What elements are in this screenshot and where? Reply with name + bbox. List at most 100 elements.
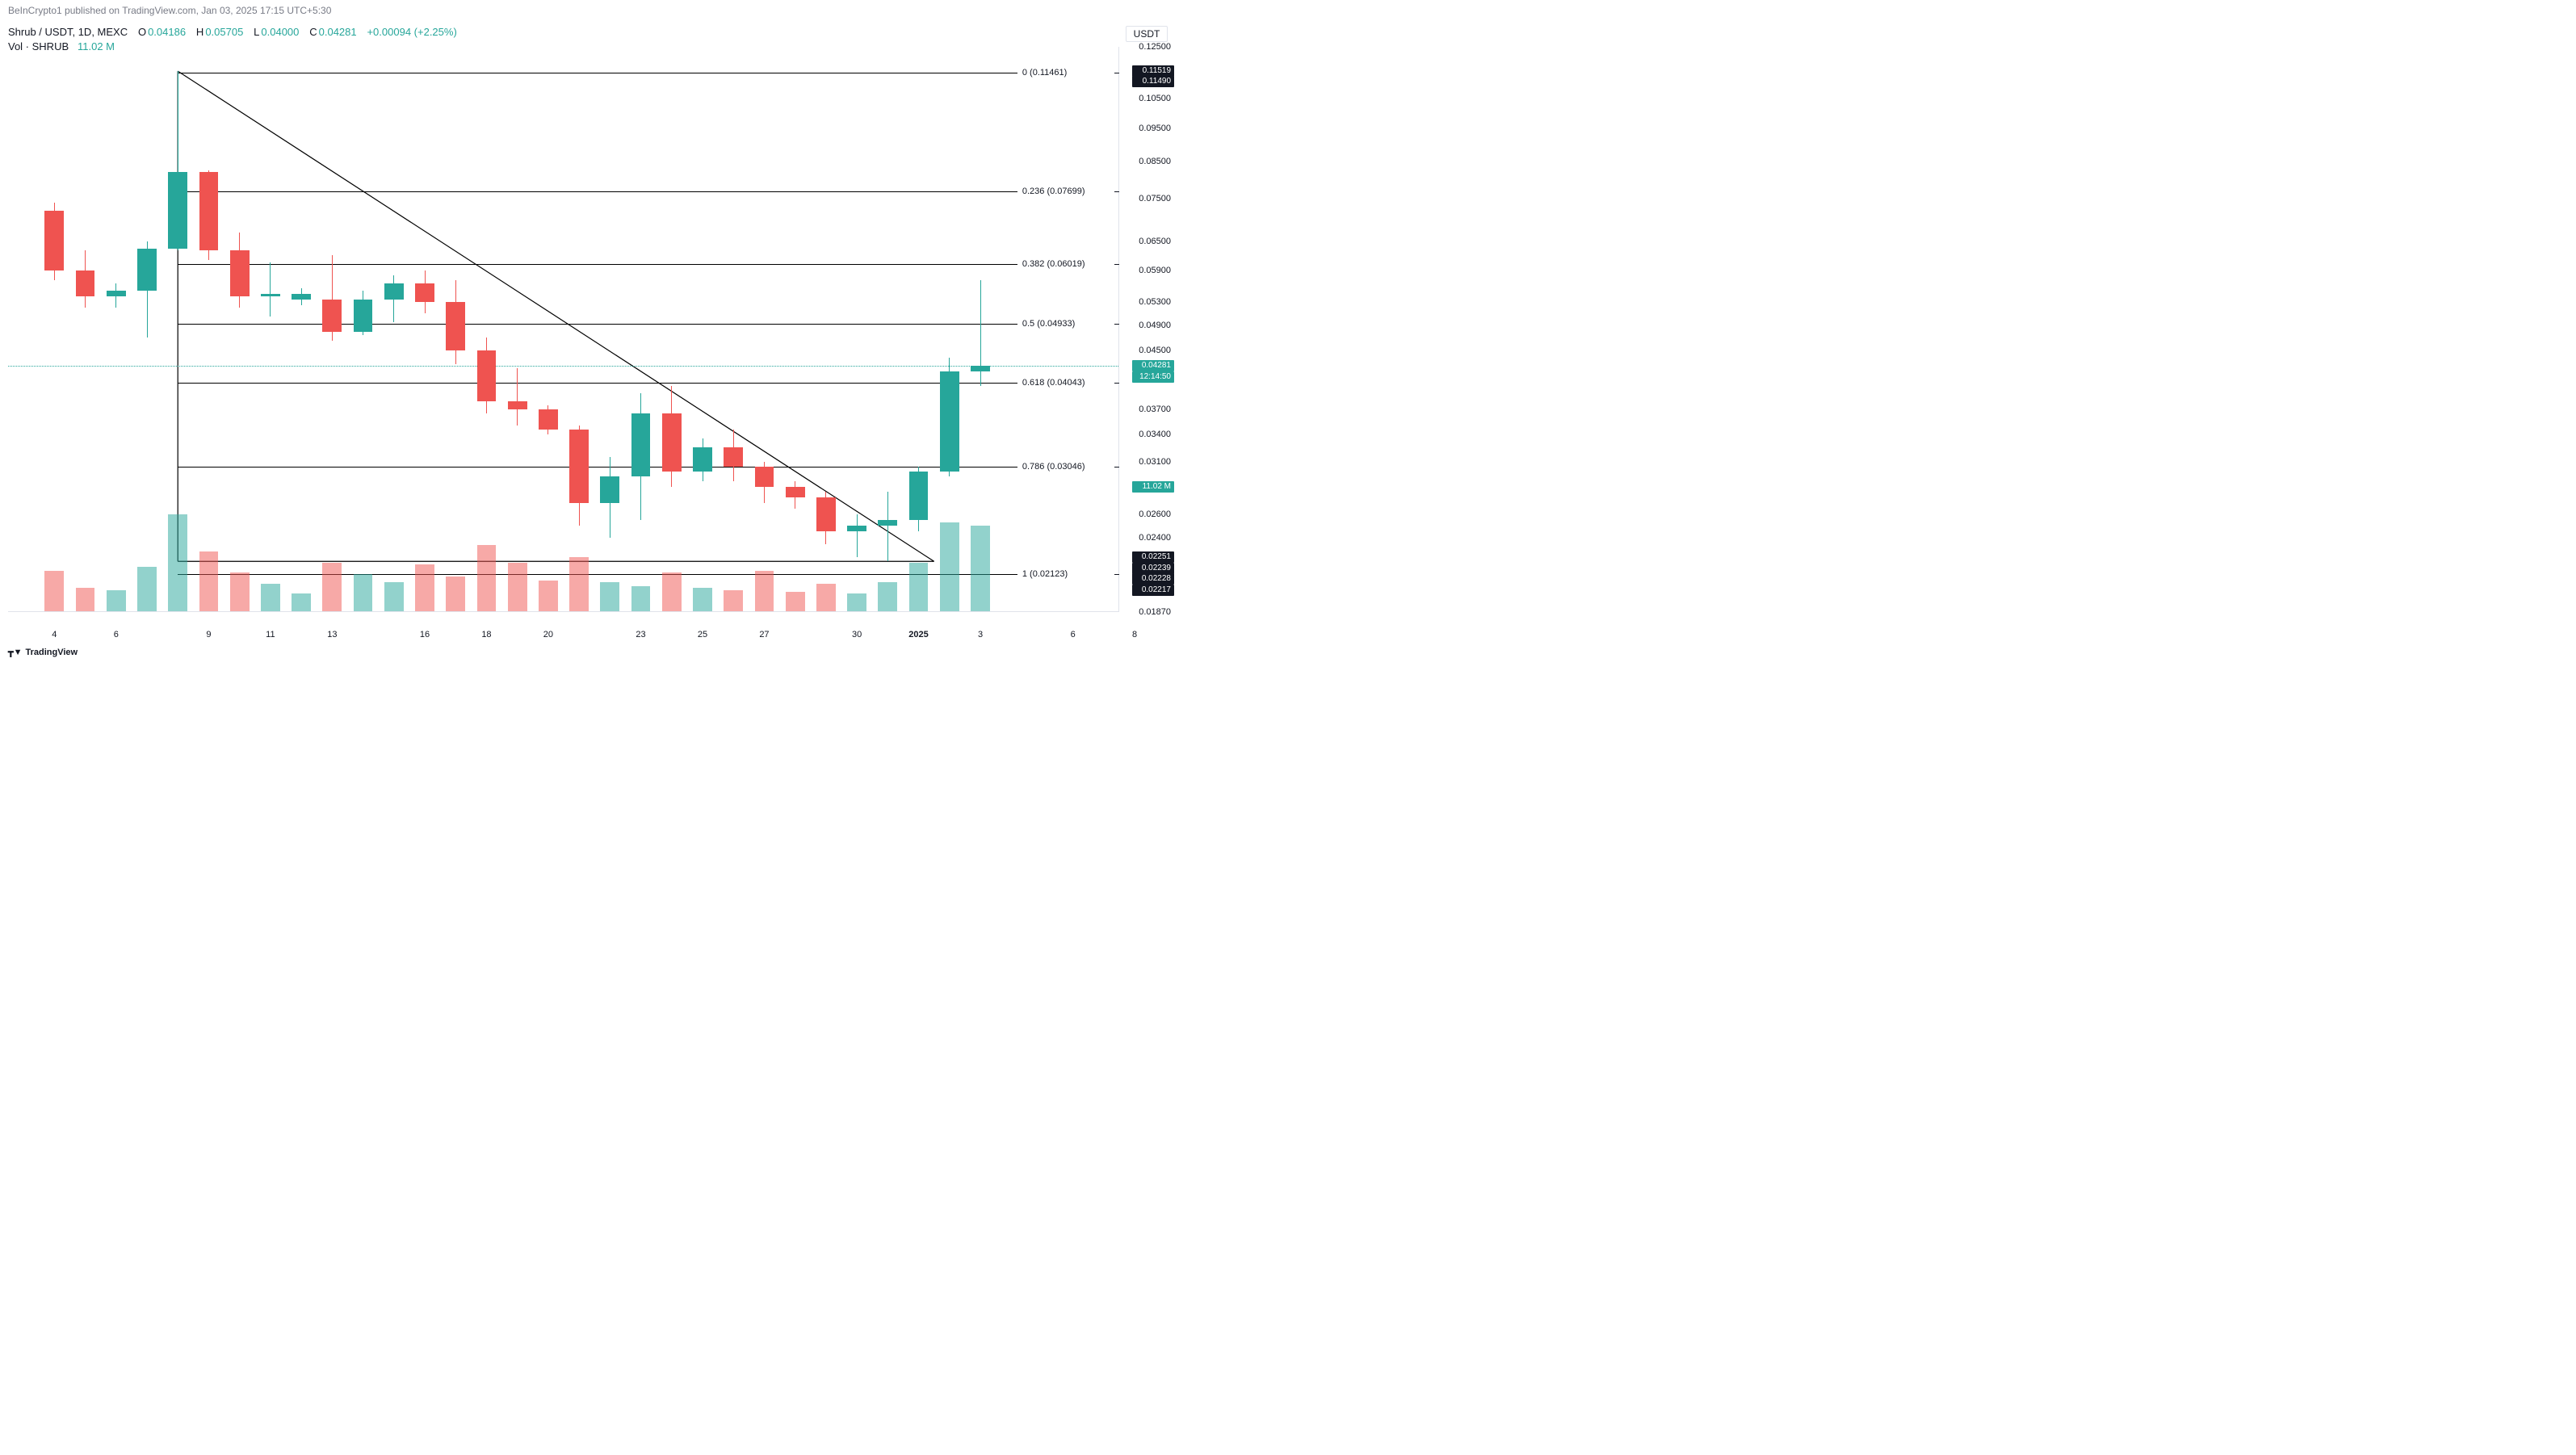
y-tick: 0.08500 (1139, 157, 1171, 166)
y-tick: 0.03700 (1139, 405, 1171, 414)
x-tick: 11 (266, 630, 275, 639)
candle-body[interactable] (137, 249, 157, 291)
volume-bar (322, 563, 342, 611)
candle-body[interactable] (199, 172, 219, 250)
candle-body[interactable] (107, 291, 126, 296)
symbol-label[interactable]: Shrub / USDT, 1D, MEXC (8, 26, 128, 38)
candle-body[interactable] (446, 302, 465, 350)
candle-body[interactable] (508, 401, 527, 409)
candle-body[interactable] (816, 497, 836, 532)
volume-bar (971, 526, 990, 611)
volume-bar (384, 582, 404, 611)
candle-body[interactable] (292, 294, 311, 300)
y-tick: 0.10500 (1139, 94, 1171, 103)
fib-level-line[interactable] (178, 467, 1017, 468)
volume-bar (107, 590, 126, 611)
candle-body[interactable] (600, 476, 619, 503)
candle-body[interactable] (230, 250, 250, 296)
volume-bar (199, 551, 219, 611)
y-tick: 0.02600 (1139, 509, 1171, 519)
volume-bar (539, 581, 558, 611)
fib-level-line[interactable] (178, 383, 1017, 384)
candle-body[interactable] (76, 270, 95, 297)
y-price-tag: 0.04281 (1132, 360, 1174, 371)
volume-bar (508, 563, 527, 611)
volume-bar (847, 593, 866, 611)
fib-level-label: 1 (0.02123) (1022, 569, 1068, 579)
x-tick: 2025 (908, 630, 928, 639)
candle-body[interactable] (415, 283, 434, 303)
fib-level-line[interactable] (178, 324, 1017, 325)
publisher-line: BeInCrypto1 published on TradingView.com… (8, 5, 331, 16)
candle-body[interactable] (168, 172, 187, 248)
y-tick: 0.04900 (1139, 321, 1171, 330)
volume-bar (600, 582, 619, 611)
y-tick: 0.07500 (1139, 194, 1171, 203)
fib-level-line[interactable] (178, 264, 1017, 265)
y-price-tag: 0.11519 (1132, 65, 1174, 77)
volume-bar (261, 584, 280, 611)
c-label: C (309, 26, 317, 38)
candle-body[interactable] (539, 409, 558, 430)
volume-bar (137, 567, 157, 611)
trend-line[interactable] (178, 71, 933, 561)
volume-bar (230, 572, 250, 611)
fib-level-line[interactable] (178, 574, 1017, 575)
volume-bar (693, 588, 712, 611)
y-tick: 0.02400 (1139, 533, 1171, 543)
last-price-line (8, 366, 1118, 367)
y-tick: 0.04500 (1139, 346, 1171, 355)
tradingview-watermark[interactable]: ┳▼ TradingView (8, 647, 78, 657)
l-label: L (254, 26, 259, 38)
chart-plot-area[interactable]: 0 (0.11461) 0.236 (0.07699) 0.382 (0.06019… (8, 47, 1119, 612)
fib-level-label: 0.382 (0.06019) (1022, 259, 1085, 269)
quote-currency-label[interactable]: USDT (1126, 26, 1168, 42)
candle-body[interactable] (354, 300, 373, 332)
volume-bar (168, 514, 187, 611)
y-tick: 0.05900 (1139, 266, 1171, 275)
volume-bar (786, 592, 805, 611)
x-tick: 13 (327, 630, 337, 639)
x-tick: 20 (543, 630, 553, 639)
candle-body[interactable] (631, 413, 651, 476)
candle-body[interactable] (261, 294, 280, 296)
price-axis[interactable]: 0.125000.105000.095000.085000.075000.065… (1119, 47, 1176, 612)
fib-level-label: 0.618 (0.04043) (1022, 378, 1085, 388)
volume-bar (446, 577, 465, 611)
candle-body[interactable] (693, 447, 712, 471)
candle-body[interactable] (755, 467, 774, 487)
candle-body[interactable] (477, 350, 497, 400)
candle-body[interactable] (909, 472, 929, 520)
candle-body[interactable] (322, 300, 342, 332)
volume-bar (477, 545, 497, 611)
y-tick: 0.06500 (1139, 237, 1171, 246)
candle-body[interactable] (971, 366, 990, 371)
volume-bar (816, 584, 836, 611)
y-tick: 0.05300 (1139, 297, 1171, 307)
candle-body[interactable] (724, 447, 743, 466)
candle-wick (887, 492, 888, 561)
time-axis[interactable]: 4691113161820232527302025368 (8, 628, 1119, 644)
x-tick: 6 (1071, 630, 1076, 639)
h-label: H (196, 26, 203, 38)
y-price-tag: 0.02251 (1132, 551, 1174, 563)
change-value: +0.00094 (+2.25%) (367, 26, 456, 38)
candle-body[interactable] (786, 487, 805, 497)
candle-body[interactable] (878, 520, 897, 526)
candle-body[interactable] (569, 430, 589, 502)
tv-name: TradingView (26, 648, 78, 657)
candle-body[interactable] (384, 283, 404, 300)
volume-bar (354, 574, 373, 611)
candle-body[interactable] (44, 211, 64, 270)
fib-level-label: 0.236 (0.07699) (1022, 187, 1085, 196)
x-tick: 9 (206, 630, 211, 639)
candle-body[interactable] (662, 413, 682, 472)
volume-bar (662, 572, 682, 611)
volume-bar (292, 593, 311, 611)
candle-wick (517, 368, 518, 426)
candle-body[interactable] (940, 371, 959, 472)
volume-bar (76, 588, 95, 611)
fib-level-line[interactable] (178, 191, 1017, 192)
candle-body[interactable] (847, 526, 866, 531)
fib-level-label: 0 (0.11461) (1022, 68, 1067, 78)
